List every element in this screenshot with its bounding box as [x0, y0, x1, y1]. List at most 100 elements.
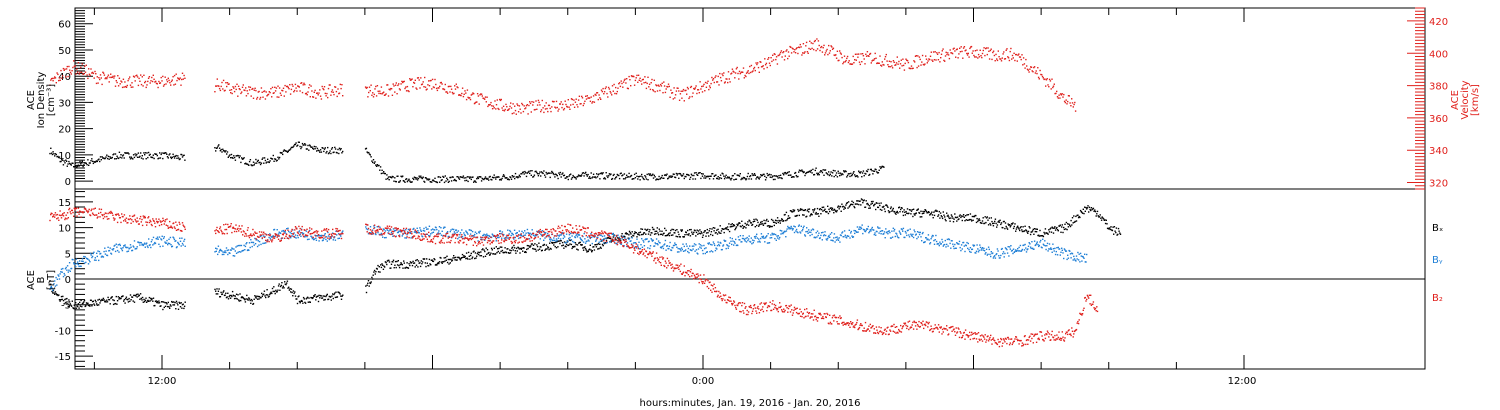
data-point [802, 43, 805, 45]
data-point [509, 231, 512, 233]
data-point [383, 94, 386, 96]
data-point [1038, 234, 1040, 236]
data-point [1069, 225, 1072, 228]
data-point [304, 302, 307, 304]
data-point [873, 170, 875, 172]
data-point [57, 155, 59, 158]
data-point [647, 179, 649, 181]
data-point [293, 143, 296, 146]
data-point [884, 210, 886, 213]
data-point [215, 85, 217, 87]
data-point [461, 176, 464, 179]
data-point [78, 265, 80, 268]
data-point [1052, 85, 1055, 87]
data-point [574, 242, 577, 244]
data-point [416, 227, 418, 229]
data-point [394, 264, 396, 266]
data-point [277, 235, 279, 237]
data-point [820, 170, 823, 172]
data-point [471, 230, 474, 233]
data-point [986, 216, 988, 218]
data-point [89, 261, 91, 263]
data-point [495, 246, 497, 248]
data-point [536, 244, 538, 246]
data-point [314, 234, 316, 236]
data-point [626, 78, 628, 80]
data-point [322, 295, 324, 297]
data-point [54, 285, 57, 287]
data-point [1117, 233, 1119, 236]
data-point [534, 235, 536, 237]
data-point [423, 258, 426, 260]
data-point [1014, 223, 1016, 225]
data-point [604, 87, 607, 90]
data-point [152, 244, 154, 246]
data-point [578, 95, 581, 97]
data-point [122, 295, 124, 297]
data-point [708, 235, 710, 237]
data-point [547, 104, 550, 107]
data-point [436, 228, 438, 231]
data-point [895, 213, 897, 215]
data-point [1093, 210, 1095, 212]
data-point [1025, 58, 1027, 61]
data-point [1104, 222, 1107, 225]
data-point [90, 254, 92, 256]
data-point [217, 145, 219, 147]
data-point [477, 177, 480, 180]
data-point [938, 51, 940, 54]
data-point [991, 220, 993, 223]
data-point [779, 53, 781, 55]
data-point [166, 303, 168, 305]
data-point [808, 208, 811, 210]
data-point [562, 237, 564, 240]
data-point [412, 260, 414, 263]
data-point [873, 59, 875, 61]
data-point [495, 240, 497, 242]
data-point [894, 212, 896, 214]
data-point [612, 236, 614, 238]
data-point [961, 50, 963, 53]
y-tick-label: 10 [58, 151, 71, 162]
data-point [388, 230, 390, 232]
data-point [227, 83, 229, 85]
data-point [597, 243, 600, 245]
data-point [131, 249, 134, 252]
data-point [547, 246, 549, 248]
data-point [62, 164, 65, 166]
data-point [482, 97, 484, 99]
data-point [708, 175, 710, 177]
data-point [541, 249, 543, 251]
data-point [83, 299, 86, 302]
data-point [975, 221, 978, 224]
data-point [522, 250, 524, 252]
data-point [612, 174, 614, 177]
data-point [50, 78, 53, 80]
data-point [843, 206, 846, 208]
data-point [648, 86, 650, 88]
data-point [749, 241, 752, 243]
data-point [983, 47, 985, 49]
data-point [700, 247, 702, 249]
data-point [246, 90, 248, 92]
data-point [774, 233, 777, 236]
data-point [742, 235, 744, 237]
data-point [839, 52, 842, 54]
data-point [240, 244, 243, 247]
data-point [61, 298, 63, 301]
data-point [230, 92, 232, 94]
data-point [565, 177, 567, 179]
top-panel-frame [74, 7, 1426, 190]
data-point [68, 301, 71, 303]
data-point [667, 83, 670, 85]
data-point [741, 71, 743, 73]
data-point [732, 225, 734, 227]
data-point [464, 90, 466, 92]
data-point [534, 108, 536, 111]
data-point [265, 242, 267, 244]
data-point [488, 104, 491, 106]
data-point [617, 234, 619, 236]
data-point [408, 90, 410, 93]
data-point [413, 262, 416, 264]
data-point [138, 156, 140, 158]
